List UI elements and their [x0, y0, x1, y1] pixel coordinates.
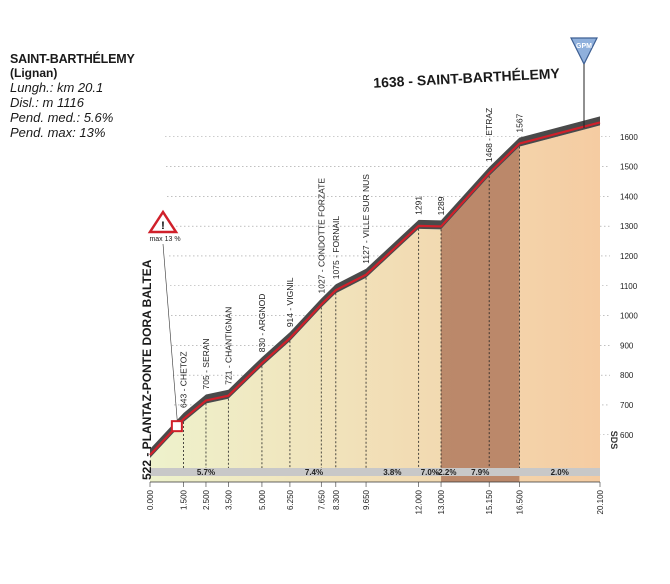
- waypoint-label: 830 - ARGNOD: [257, 294, 267, 353]
- x-tick-label: 5.000: [258, 489, 267, 510]
- gpm-badge-label: GPM: [576, 43, 592, 50]
- y-tick-label: 1400: [620, 192, 638, 201]
- waypoint-label: 1291: [414, 196, 424, 215]
- waypoint-label: 1127 - VILLE SUR NUS: [361, 174, 371, 264]
- y-tick-label: 600: [620, 431, 634, 440]
- x-tick-label: 20.100: [596, 489, 605, 514]
- x-tick-label: 6.250: [286, 489, 295, 510]
- y-tick-label: 700: [620, 401, 634, 410]
- road-line: [149, 121, 601, 456]
- steep-section-area: [441, 146, 520, 482]
- brand-mark: SDS: [609, 431, 619, 450]
- y-tick-label: 1000: [620, 312, 638, 321]
- y-tick-label: 1100: [620, 282, 638, 291]
- climb-name: SAINT-BARTHÉLEMY: [10, 52, 135, 66]
- y-tick-label: 1600: [620, 133, 638, 142]
- y-tick-label: 900: [620, 341, 634, 350]
- x-tick-label: 15.150: [485, 489, 494, 514]
- x-tick-label: 2.500: [202, 489, 211, 510]
- x-tick-label: 16.500: [515, 489, 524, 514]
- gpm-badge: GPM: [570, 37, 598, 66]
- waypoint-label: 1567: [514, 113, 524, 132]
- waypoint-label: 1289: [436, 196, 446, 215]
- profile-area: [150, 125, 600, 482]
- y-tick-label: 1300: [620, 222, 638, 231]
- warning-icon-mark: !: [161, 220, 165, 232]
- warning-icon: [147, 209, 179, 234]
- climb-average-gradient: Pend. med.: 5.6%: [10, 110, 114, 125]
- waypoint-label: 643 - CHETOZ: [179, 351, 189, 408]
- climb-max-gradient: Pend. max: 13%: [10, 125, 106, 140]
- gradient-label: 3.8%: [383, 468, 401, 477]
- warning-leader-line: [162, 243, 179, 431]
- climb-locality: (Lignan): [10, 66, 58, 80]
- summit-label: 1638 - SAINT-BARTHÉLEMY: [373, 65, 561, 91]
- x-tick-label: 12.000: [415, 489, 424, 514]
- waypoint-label: 1468 - ETRAZ: [484, 108, 494, 162]
- climb-info: SAINT-BARTHÉLEMY (Lignan) Lungh.: km 20.…: [10, 52, 135, 140]
- gradient-bar: [150, 468, 600, 476]
- gradient-label: 7.0%: [421, 468, 439, 477]
- start-label: 522 - PLANTAZ-PONTE DORA BALTEA: [140, 259, 154, 480]
- gradient-label: 7.9%: [471, 468, 489, 477]
- gradient-label: -2.2%: [436, 468, 457, 477]
- x-tick-label: 13.000: [437, 489, 446, 514]
- y-tick-label: 800: [620, 371, 634, 380]
- x-tick-label: 9.650: [362, 489, 371, 510]
- waypoint-label: 705 - SERAN: [201, 338, 211, 389]
- waypoint-label: 721 - CHANTIGNAN: [223, 307, 233, 385]
- climb-elevation-gain: Disl.: m 1116: [10, 95, 84, 110]
- gradient-label: 7.4%: [305, 468, 323, 477]
- max-gradient-marker: [170, 420, 183, 433]
- max-gradient-warning: ! max 13 %: [147, 209, 181, 431]
- x-tick-label: 3.500: [224, 489, 233, 510]
- max-gradient-label: max 13 %: [149, 236, 180, 243]
- climb-length: Lungh.: km 20.1: [10, 80, 104, 95]
- waypoint-label: 914 - VIGNIL: [285, 277, 295, 327]
- gradient-label: 5.7%: [197, 468, 215, 477]
- waypoint-label: 1027 - CONDOTTE FORZATE: [316, 178, 326, 294]
- x-tick-label: 0.000: [146, 489, 155, 510]
- gradient-label: 2.0%: [551, 468, 569, 477]
- y-tick-label: 1500: [620, 163, 638, 172]
- waypoint-label: 1075 - FORNAIL: [331, 216, 341, 280]
- x-tick-label: 8.300: [332, 489, 341, 510]
- x-tick-label: 1.500: [180, 489, 189, 510]
- x-tick-label: 7.650: [317, 489, 326, 510]
- y-tick-label: 1200: [620, 252, 638, 261]
